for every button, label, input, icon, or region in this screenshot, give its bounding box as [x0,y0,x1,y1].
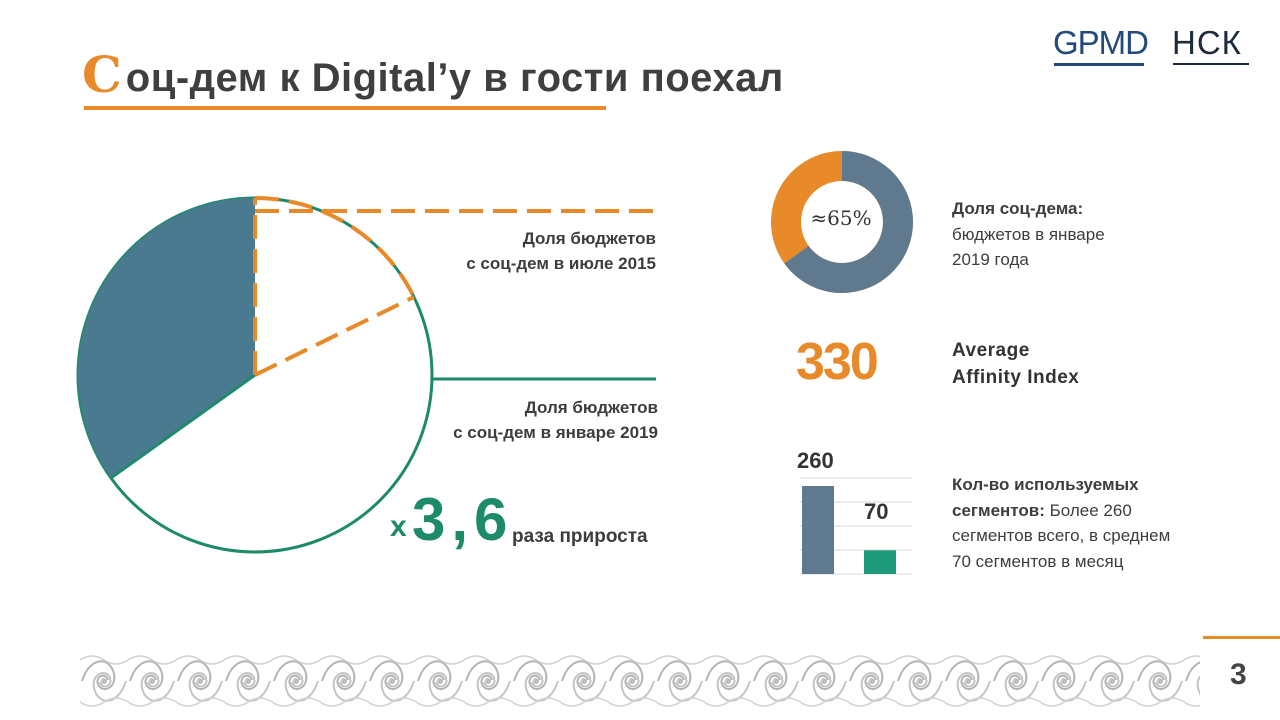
pie-boundary-line [110,373,256,480]
label-2019-line2: с соц-дем в январе 2019 [453,422,658,442]
segments-title-line2: сегментов: [952,500,1045,520]
wedge-2015-right-edge [254,295,415,377]
affinity-label-line2: Affinity Index [952,366,1080,388]
segments-desc-line2: сегментов всего, в среднем [952,526,1171,545]
label-2015-line2: с соц-дем в июле 2015 [466,253,656,273]
donut-desc-line2: 2019 года [952,250,1029,269]
wedge-2015-arc [254,195,416,298]
label-2019-line1: Доля бюджетов [524,398,658,417]
donut-center-label: ≈65% [810,206,872,230]
title-initial-letter: С [82,45,122,104]
donut-desc-line1: бюджетов в январе [952,224,1105,244]
title-underline [84,106,606,110]
bar-monthly-segments [864,550,896,574]
page-number: 3 [1230,658,1247,691]
bar-label-total: 260 [797,448,834,473]
label-2015-line1: Доля бюджетов [522,229,656,248]
donut-main-arc [771,151,913,293]
growth-value: 3,6 [412,486,514,553]
page-number-rule [1203,636,1280,639]
bar-label-monthly: 70 [864,499,889,524]
share-donut [771,151,913,293]
growth-prefix: x [390,510,407,543]
pie-slice-teal [77,197,255,478]
bar-total-segments [802,486,834,574]
affinity-label-line1: Average [952,340,1030,361]
affinity-label: Average Affinity Index [952,338,1079,391]
donut-description: Доля соц-дема: бюджетов в январе 2019 го… [952,196,1105,273]
segments-desc-line3: 70 сегментов в месяц [952,551,1124,571]
label-2015: Доля бюджетов с соц-дем в июле 2015 [400,227,656,276]
budget-share-pie [76,195,656,554]
donut-title: Доля соц-дема: [952,199,1084,218]
title-text: оц-дем к Digital’у в гости поехал [125,56,784,100]
gpmd-logo: GPMD [1053,24,1149,61]
affinity-value: 330 [796,333,879,391]
nck-logo-underline [1173,63,1249,65]
growth-label: раза прироста [512,526,648,547]
segments-desc-inline: Более 260 [1049,500,1132,520]
segments-title-line1: Кол-во используемых [952,475,1139,494]
gpmd-logo-underline [1054,63,1144,66]
ornament-border [80,650,1200,712]
nck-logo: НСК [1172,24,1242,61]
label-2019: Доля бюджетов с соц-дем в январе 2019 [400,396,658,445]
segments-bar-chart [800,477,912,575]
page-title: С оц-дем к Digital’у в гости поехал [82,40,784,104]
segments-description: Кол-во используемых сегментов: Более 260… [952,472,1170,574]
